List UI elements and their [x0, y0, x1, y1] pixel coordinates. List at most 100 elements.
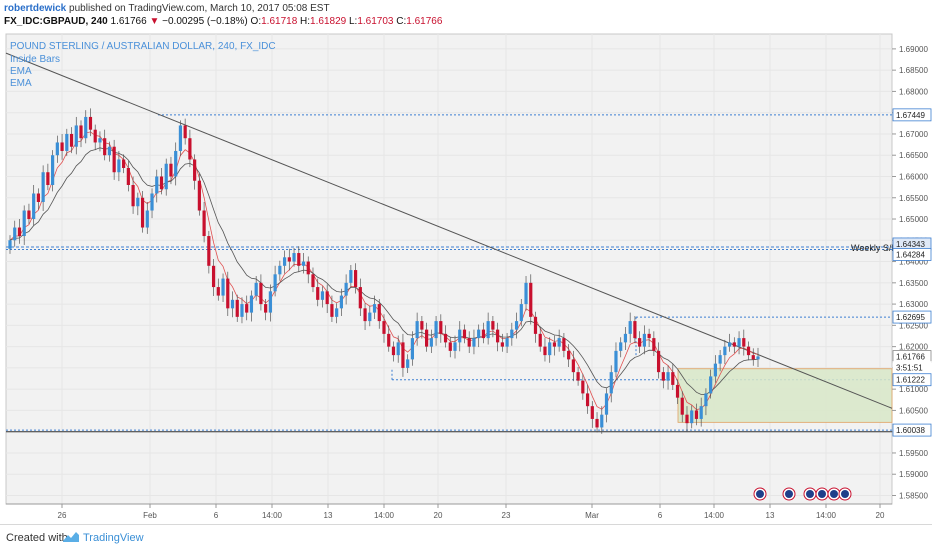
candle-body: [273, 274, 277, 292]
candle-body: [623, 333, 628, 343]
price-badge-label: 1.61766: [896, 353, 925, 362]
candle-body: [647, 333, 651, 339]
candle-body: [396, 342, 400, 356]
candle-body: [330, 304, 334, 317]
candle-body: [642, 333, 646, 347]
candle-body: [500, 342, 504, 347]
candle-body: [448, 342, 452, 351]
candle-body: [292, 253, 296, 262]
candle-body: [79, 125, 83, 139]
candle-body: [581, 380, 585, 394]
candle-body: [481, 329, 486, 339]
time-tick-label: 14:00: [262, 511, 283, 520]
candle-body: [425, 329, 429, 347]
close-value: 1.61766: [406, 16, 443, 27]
time-tick-label: 20: [876, 511, 885, 520]
time-tick-label: 26: [58, 511, 67, 520]
candle-body: [188, 138, 192, 160]
candle-body: [415, 321, 419, 339]
candle-body: [98, 138, 102, 143]
candle-body: [240, 304, 244, 317]
candle-body: [718, 355, 722, 364]
candle-body: [211, 265, 216, 288]
candle-body: [410, 338, 415, 360]
candle-body: [567, 350, 571, 360]
candle-body: [685, 414, 689, 424]
price-tick-label: 1.65500: [899, 194, 928, 203]
weekly-sr-label: Weekly S/R.: [851, 243, 900, 253]
created-with-label: Created with: [6, 532, 68, 544]
price-tick-label: 1.61000: [899, 385, 928, 394]
candle-body: [311, 274, 315, 288]
plot-area[interactable]: [5, 33, 893, 505]
flag-inner: [818, 490, 826, 498]
candle-body: [131, 184, 135, 207]
price-tick-label: 1.58500: [899, 491, 928, 500]
candle-body: [510, 329, 514, 339]
price-badge: [892, 373, 932, 387]
candle-body: [174, 150, 178, 177]
time-tick-label: 14:00: [816, 511, 837, 520]
legend-inside-bars[interactable]: Inside Bars: [10, 54, 60, 65]
candle-body: [638, 338, 642, 347]
price-tick-label: 1.60500: [899, 406, 928, 415]
candle-body: [245, 304, 249, 313]
candle-body: [543, 346, 547, 356]
low-value: 1.61703: [357, 16, 394, 27]
target-zone: [677, 368, 893, 423]
candle-body: [694, 410, 699, 419]
candle-body: [619, 342, 623, 351]
price-badge: [892, 310, 932, 324]
tradingview-brand[interactable]: TradingView: [83, 532, 144, 544]
candle-body: [401, 342, 405, 368]
legend-ema-1[interactable]: EMA: [10, 66, 32, 77]
candle-body: [600, 414, 604, 428]
candle-body: [306, 261, 310, 275]
candle-body: [524, 282, 528, 305]
open-label: O:: [250, 16, 262, 27]
candle-body: [107, 146, 112, 156]
candle-body: [458, 329, 462, 343]
time-tick-label: Mar: [585, 511, 599, 520]
candle-body: [462, 329, 467, 339]
candle-body: [287, 257, 291, 262]
candle-body: [704, 393, 708, 407]
candle-body: [742, 338, 746, 347]
price-tick-label: 1.59000: [899, 470, 928, 479]
trendline[interactable]: [5, 52, 893, 409]
close-label: C:: [396, 16, 407, 27]
candle-body: [614, 350, 618, 373]
time-tick-label: 13: [324, 511, 333, 520]
low-label: L:: [348, 16, 358, 27]
publish-info: robertdewick published on TradingView.co…: [4, 3, 330, 14]
candle-body: [690, 410, 694, 424]
candle-body: [207, 236, 211, 266]
quote-line: FX_IDC:GBPAUD, 240 1.61766 ▼ −0.00295 (−…: [4, 16, 442, 27]
legend-ema-2[interactable]: EMA: [10, 78, 32, 89]
candle-body: [46, 172, 50, 185]
candle-body: [32, 193, 36, 220]
candle-body: [297, 253, 301, 266]
candle-body: [505, 338, 509, 347]
candle-body: [453, 342, 457, 351]
candle-body: [709, 376, 713, 394]
candle-body: [699, 406, 703, 419]
candle-body: [732, 342, 736, 347]
candle-body: [325, 291, 329, 305]
candle-body: [103, 138, 107, 156]
candle-body: [221, 278, 225, 296]
candle-body: [264, 304, 268, 313]
candle-body: [159, 176, 164, 190]
candle-body: [666, 372, 670, 381]
flag-inner: [841, 490, 849, 498]
price-chart[interactable]: POUND STERLING / AUSTRALIAN DOLLAR, 240,…: [0, 28, 932, 524]
author-link[interactable]: robertdewick: [4, 3, 67, 14]
candle-body: [420, 321, 424, 330]
candle-body: [65, 133, 69, 151]
legend-title: POUND STERLING / AUSTRALIAN DOLLAR, 240,…: [10, 41, 276, 52]
candle-body: [585, 393, 590, 407]
candle-body: [268, 291, 272, 313]
candle-body: [60, 142, 64, 151]
candle-body: [13, 227, 17, 241]
price-badge-label: 1.62695: [896, 313, 925, 322]
